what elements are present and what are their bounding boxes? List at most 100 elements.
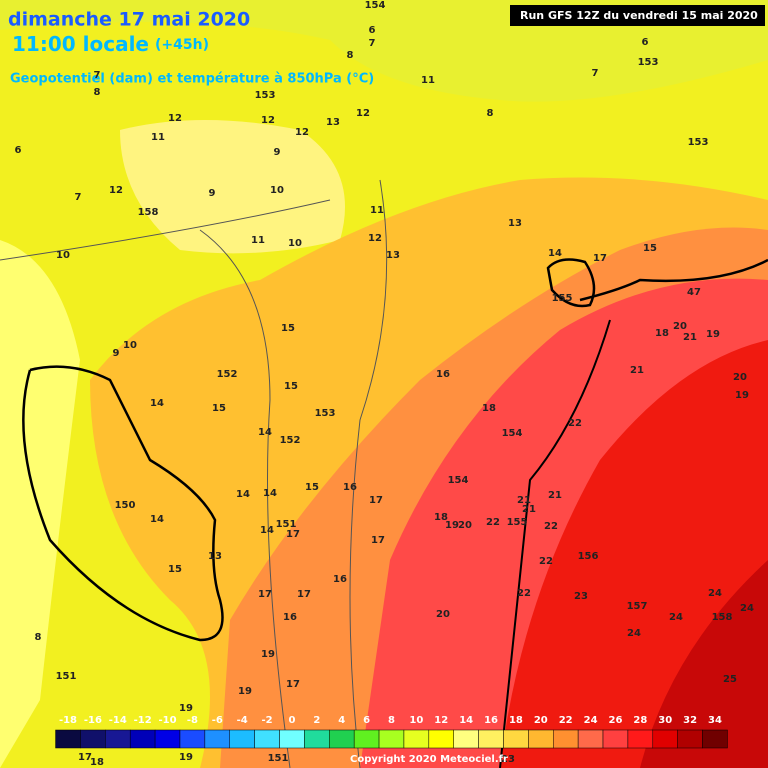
map-value-label: 17 [369,495,383,506]
map-value-label: 155 [507,517,528,528]
scale-swatch [627,729,654,749]
map-value-label: 13 [508,218,522,229]
map-value-label: 158 [138,207,159,218]
scale-tick-label: -4 [237,715,248,726]
map-value-label: 21 [683,332,697,343]
map-value-label: 14 [150,514,164,525]
map-value-label: 20 [733,372,747,383]
scale-swatch [403,729,430,749]
map-time: 11:00 locale (+45h) [12,32,209,56]
map-date: dimanche 17 mai 2020 [8,9,250,31]
map-value-label: 8 [487,108,494,119]
map-value-label: 21 [522,504,536,515]
map-value-label: 17 [286,679,300,690]
map-value-label: 18 [90,757,104,768]
map-value-label: 19 [238,686,252,697]
map-value-label: 23 [574,591,588,602]
map-value-label: 8 [35,632,42,643]
map-value-label: 23 [501,754,515,765]
scale-swatch [179,729,206,749]
map-value-label: 155 [552,293,573,304]
map-value-label: 18 [655,328,669,339]
run-label: Run GFS 12Z du vendredi 15 mai 2020 [520,9,758,22]
map-value-label: 153 [315,408,336,419]
map-value-label: 20 [673,321,687,332]
map-value-label: 10 [288,238,302,249]
scale-tick-label: 0 [288,715,295,726]
map-value-label: 154 [365,0,386,11]
map-value-label: 7 [94,70,101,81]
scale-swatch [602,729,629,749]
scale-tick-label: -2 [262,715,273,726]
scale-tick-label: 22 [559,715,573,726]
map-value-label: 11 [151,132,165,143]
map-value-label: 24 [740,603,754,614]
map-value-label: 24 [708,588,722,599]
map-value-label: 21 [517,495,531,506]
map-value-label: 10 [123,340,137,351]
map-value-label: 6 [369,25,376,36]
scale-tick-label: 2 [313,715,320,726]
map-value-label: 11 [251,235,265,246]
map-value-label: 10 [56,250,70,261]
map-value-label: 14 [258,427,272,438]
map-value-label: 47 [687,287,701,298]
map-value-label: 12 [261,115,275,126]
contour-156 [499,319,611,768]
time: 11:00 locale [12,32,149,56]
map-value-label: 19 [179,752,193,763]
map-value-label: 17 [78,752,92,763]
scale-tick-label: 28 [633,715,647,726]
scale-swatch [254,729,280,749]
map-value-label: 14 [263,488,277,499]
scale-tick-label: -6 [212,715,223,726]
map-value-label: 15 [168,564,182,575]
scale-swatch [553,729,579,749]
map-value-label: 7 [369,38,376,49]
scale-swatch [528,729,554,749]
map-value-label: 16 [436,369,450,380]
scale-swatch [652,729,678,749]
map-value-label: 15 [305,482,319,493]
map-value-label: 6 [642,37,649,48]
map-value-label: 21 [630,365,644,376]
map-value-label: 16 [343,482,357,493]
scale-swatch [80,729,106,749]
scale-swatch [55,729,81,749]
map-value-label: 18 [434,512,448,523]
map-value-label: 22 [544,521,558,532]
scale-tick-label: 34 [708,715,722,726]
map-value-label: 19 [179,703,193,714]
contour-155 [546,258,768,308]
map-value-label: 15 [281,323,295,334]
map-value-label: 17 [371,535,385,546]
map-value-label: 21 [548,490,562,501]
map-value-label: 14 [150,398,164,409]
scale-tick-label: 10 [409,715,423,726]
map-value-label: 15 [212,403,226,414]
map-value-label: 17 [297,589,311,600]
color-scale: -18 -16 -14 -12 -10 -8 -6 -4 -2 0 2 4 6 8 10 12 14 16 18 20… [55,715,728,749]
scale-tick-label: 14 [459,715,473,726]
scale-swatch [105,729,131,749]
map-value-label: 7 [75,192,82,203]
map-value-label: 11 [421,75,435,86]
map-value-label: 8 [347,50,354,61]
map-value-label: 24 [669,612,683,623]
copyright: Copyright 2020 Meteociel.fr [350,754,508,765]
map-value-label: 22 [568,418,582,429]
scale-tick-label: 20 [534,715,548,726]
map-value-label: 17 [286,529,300,540]
map-value-label: 153 [255,90,276,101]
map-value-label: 157 [627,601,648,612]
scale-tick-label: 12 [434,715,448,726]
scale-swatch [453,729,479,749]
scale-swatch [428,729,454,749]
map-value-label: 153 [688,137,709,148]
map-value-label: 14 [548,248,562,259]
scale-swatch [577,729,604,749]
scale-tick-label: 24 [584,715,598,726]
map-value-label: 19 [445,520,459,531]
map-value-label: 20 [436,609,450,620]
